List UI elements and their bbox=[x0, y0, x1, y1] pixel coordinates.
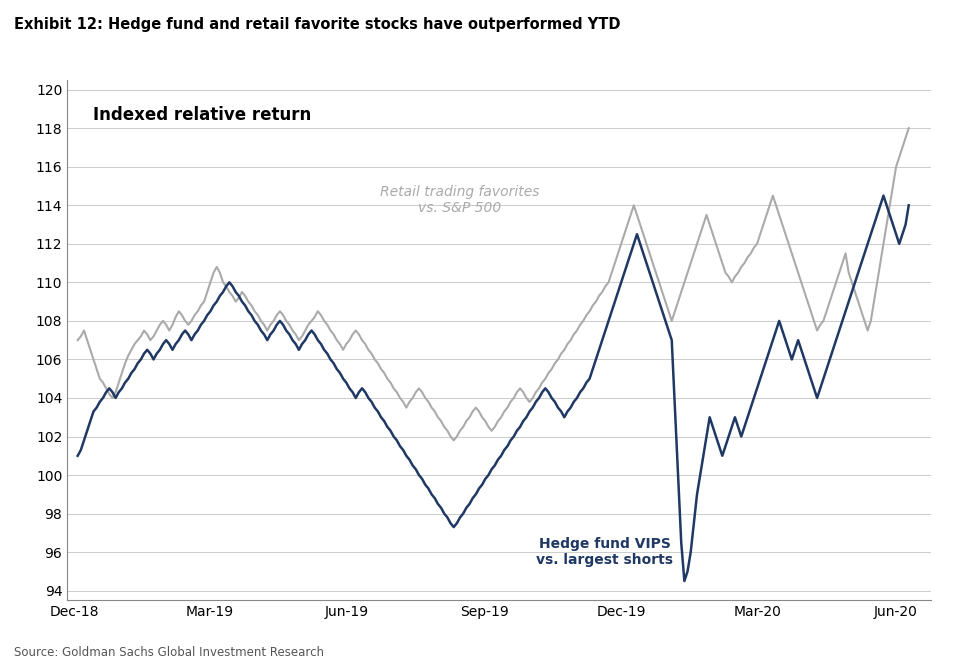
Text: Hedge fund VIPS
vs. largest shorts: Hedge fund VIPS vs. largest shorts bbox=[537, 537, 673, 567]
Text: Retail trading favorites
vs. S&P 500: Retail trading favorites vs. S&P 500 bbox=[380, 185, 540, 215]
Text: Exhibit 12: Hedge fund and retail favorite stocks have outperformed YTD: Exhibit 12: Hedge fund and retail favori… bbox=[14, 17, 621, 31]
Text: Source: Goldman Sachs Global Investment Research: Source: Goldman Sachs Global Investment … bbox=[14, 646, 324, 659]
Text: Indexed relative return: Indexed relative return bbox=[93, 106, 311, 124]
